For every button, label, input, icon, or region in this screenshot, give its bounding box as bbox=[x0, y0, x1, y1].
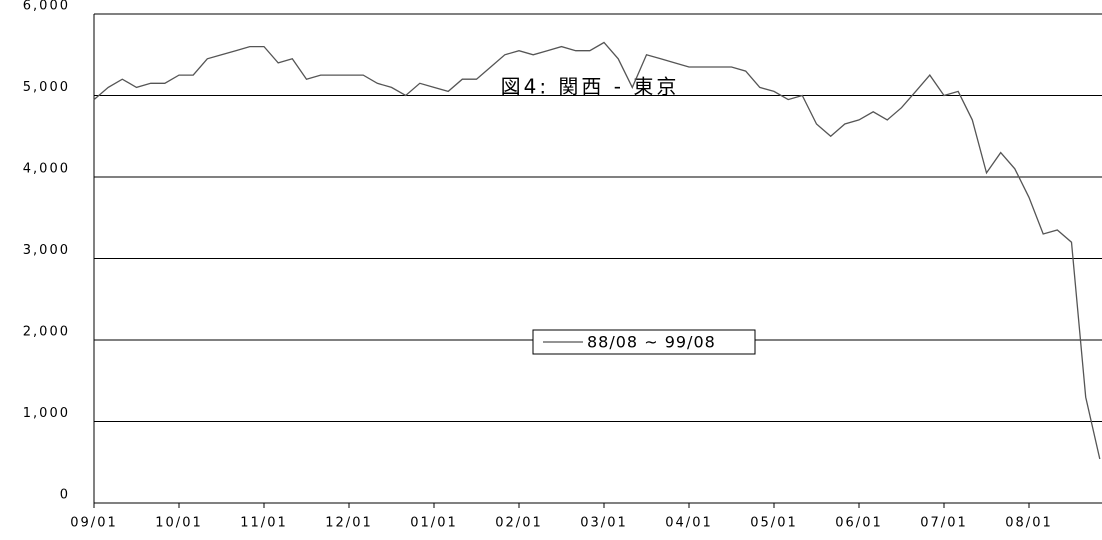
x-tick-label: 06/01 bbox=[835, 516, 882, 531]
y-tick-label: 3,000 bbox=[23, 243, 70, 258]
x-tick-label: 08/01 bbox=[1005, 516, 1052, 531]
legend-label: 88/08 ~ 99/08 bbox=[587, 333, 716, 352]
y-tick-label: 2,000 bbox=[23, 325, 70, 340]
x-tick-label: 10/01 bbox=[155, 516, 202, 531]
x-tick-label: 01/01 bbox=[410, 516, 457, 531]
x-tick-label: 07/01 bbox=[920, 516, 967, 531]
x-tick-label: 11/01 bbox=[240, 516, 287, 531]
y-tick-label: 4,000 bbox=[23, 162, 70, 177]
y-tick-label: 1,000 bbox=[23, 406, 70, 421]
y-tick-label: 5,000 bbox=[23, 80, 70, 95]
x-tick-label: 03/01 bbox=[580, 516, 627, 531]
x-tick-label: 02/01 bbox=[495, 516, 542, 531]
x-tick-label: 12/01 bbox=[325, 516, 372, 531]
y-tick-label: 0 bbox=[60, 488, 70, 503]
y-tick-label: 6,000 bbox=[23, 0, 70, 14]
series-line bbox=[93, 41, 1101, 460]
x-tick-label: 09/01 bbox=[70, 516, 117, 531]
chart-title: 図4: 関西 - 東京 bbox=[501, 75, 680, 99]
x-tick-label: 05/01 bbox=[750, 516, 797, 531]
x-tick-label: 04/01 bbox=[665, 516, 712, 531]
